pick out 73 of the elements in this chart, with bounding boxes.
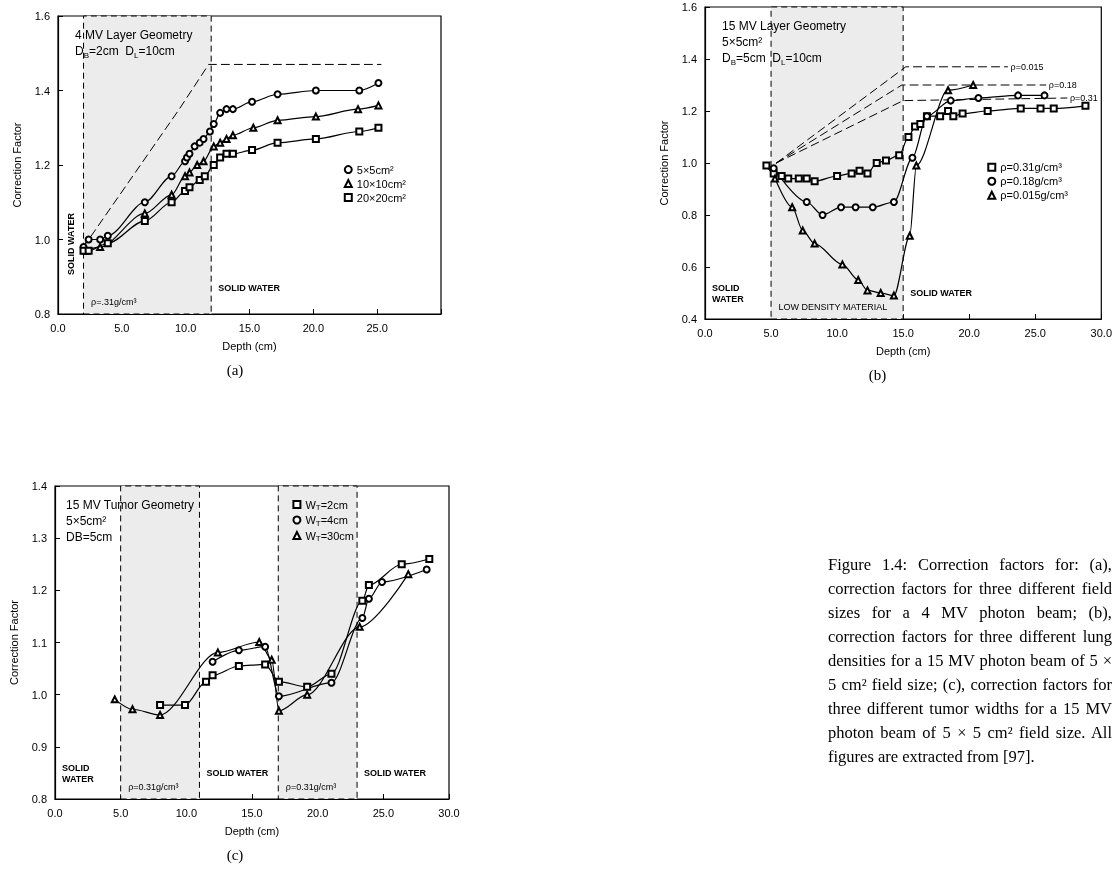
annotation: SOLID WATER [910, 288, 973, 298]
annotation: SOLID WATER [206, 768, 269, 778]
series-label: ρ=0.31 [1069, 93, 1098, 103]
x-tick-label: 5.0 [114, 321, 130, 334]
x-axis-title: Depth (cm) [222, 339, 277, 352]
y-tick-label: 1.0 [34, 233, 50, 246]
x-tick-label: 30.0 [438, 806, 460, 819]
y-tick-label: 1.4 [31, 480, 47, 492]
annotation: SOLID WATER [65, 212, 76, 275]
annotation: SOLID WATER [218, 283, 281, 293]
x-tick-label: 10.0 [175, 806, 198, 819]
y-tick-label: 0.9 [31, 740, 47, 753]
band-label: LOW DENSITY MATERIAL [778, 302, 888, 312]
legend-label: ρ=0.18g/cm³ [1000, 175, 1063, 188]
band-label: ρ=0.31g/cm³ [285, 782, 337, 792]
text: 4 MV Layer Geometry [75, 28, 193, 42]
x-tick-label: 25.0 [366, 321, 388, 334]
y-tick-label: 0.4 [681, 313, 697, 325]
x-tick-label: 5.0 [763, 326, 779, 339]
y-tick-label: 0.8 [31, 793, 47, 805]
text: (a) [226, 361, 244, 379]
legend-label: 5×5cm² [356, 163, 395, 176]
text: 5×5cm² DB=5cm [66, 514, 113, 544]
x-tick-label: 0.0 [47, 806, 63, 819]
annotation: SOLID WATER [364, 768, 427, 778]
y-tick-label: 0.8 [681, 209, 697, 221]
y-tick-label: 0.6 [681, 261, 697, 273]
x-tick-label: 10.0 [826, 326, 848, 339]
annotation: SOLID WATER [712, 282, 745, 304]
x-tick-label: 15.0 [238, 321, 261, 334]
text: Figure 1.4: Correction factors for: (a), correction factors for three different field sizes for a 4 MV photon beam; (b), correction factors for three different lung densities for a 15 MV photon beam of 5 × 5 cm² field size; (c), correction factors for three different tumor widths for a 15 MV photon beam of 5 × 5 cm² field size. All figures are extracted from [97]. [828, 555, 1112, 766]
text: (c) [226, 846, 244, 864]
y-axis-title: Correction Factor [657, 120, 670, 206]
y-tick-label: 1.2 [31, 584, 47, 597]
y-axis-title: Correction Factor [10, 122, 23, 208]
x-axis-title: Depth (cm) [875, 344, 931, 357]
y-tick-label: 1.2 [34, 159, 50, 171]
legend-label: ρ=0.31g/cm³ [1000, 161, 1063, 174]
legend-label: ρ=0.015g/cm³ [1000, 189, 1069, 202]
x-tick-label: 0.0 [50, 321, 66, 334]
x-tick-label: 15.0 [241, 806, 263, 819]
series-label: ρ=0.015 [1010, 61, 1044, 72]
y-tick-label: 0.8 [34, 308, 50, 320]
x-tick-label: 15.0 [892, 326, 914, 339]
legend-label: 20×20cm² [356, 191, 407, 204]
text: 15 MV Layer Geometry [722, 19, 847, 33]
x-tick-label: 10.0 [174, 321, 197, 334]
x-tick-label: 25.0 [372, 806, 395, 819]
y-tick-label: 1.4 [34, 84, 50, 97]
y-tick-label: 1.1 [31, 636, 47, 649]
y-tick-label: 1.6 [34, 10, 50, 22]
y-tick-label: 1.0 [31, 688, 47, 701]
band-label: ρ=.31g/cm³ [91, 297, 137, 307]
x-tick-label: 25.0 [1024, 326, 1046, 339]
y-tick-label: 1.6 [681, 1, 697, 13]
x-tick-label: 20.0 [306, 806, 329, 819]
x-tick-label: 20.0 [958, 326, 980, 339]
x-axis-title: Depth (cm) [224, 824, 280, 837]
y-tick-label: 1.2 [681, 105, 697, 117]
legend-label: 10×10cm² [356, 177, 407, 190]
x-tick-label: 30.0 [1090, 326, 1113, 339]
y-axis-title: Correction Factor [7, 599, 20, 685]
x-tick-label: 0.0 [697, 326, 713, 339]
x-tick-label: 20.0 [302, 321, 325, 334]
y-tick-label: 1.0 [681, 157, 697, 169]
text: (b) [868, 366, 887, 384]
series-label: ρ=0.18 [1048, 80, 1077, 90]
y-tick-label: 1.4 [681, 53, 697, 65]
y-tick-label: 1.3 [31, 532, 47, 545]
x-tick-label: 5.0 [113, 806, 129, 819]
text: 15 MV Tumor Geometry [66, 498, 195, 512]
annotation: SOLID WATER [62, 762, 95, 784]
band-label: ρ=0.31g/cm³ [128, 782, 179, 792]
